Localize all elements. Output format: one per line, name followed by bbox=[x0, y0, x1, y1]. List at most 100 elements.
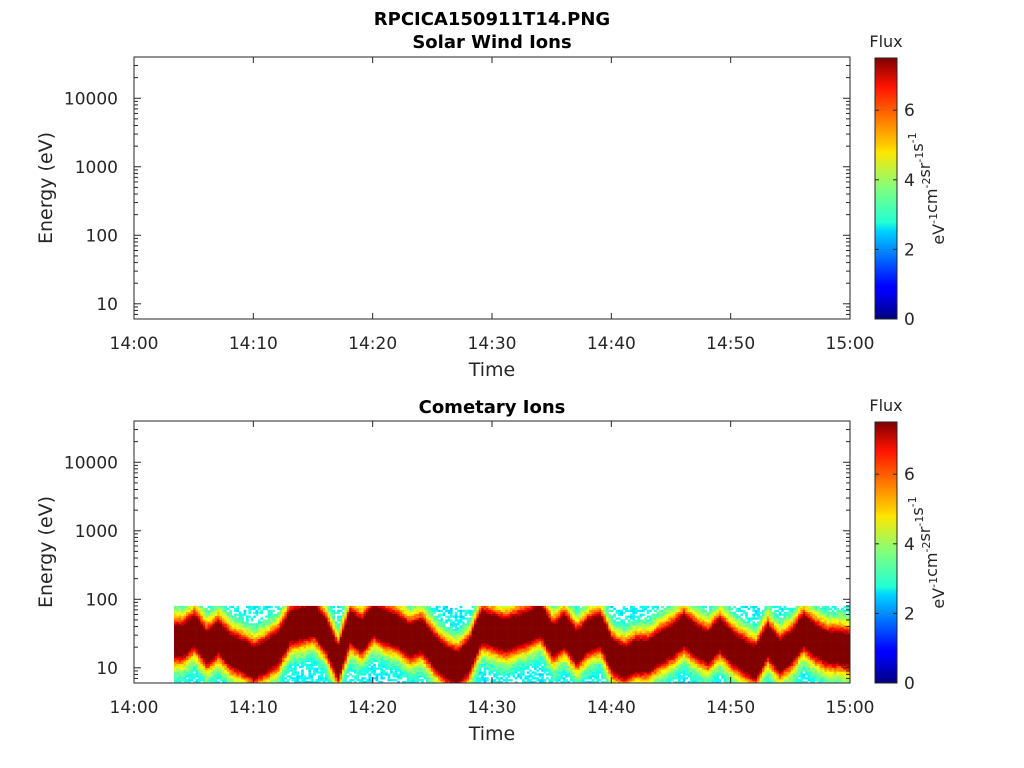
spectrogram-cell bbox=[200, 679, 204, 682]
spectrogram-cell bbox=[469, 679, 472, 682]
spectrogram-cell bbox=[190, 615, 194, 618]
spectrogram-cell bbox=[454, 650, 458, 653]
spectrogram-cell bbox=[188, 671, 192, 674]
spectrogram-cell bbox=[406, 648, 410, 651]
spectrogram-cell bbox=[406, 659, 410, 663]
spectrogram-cell bbox=[214, 619, 218, 622]
spectrogram-cell bbox=[437, 613, 441, 616]
spectrogram-cell bbox=[476, 648, 480, 651]
spectrogram-cell bbox=[310, 650, 314, 653]
spectrogram-cell bbox=[202, 640, 206, 643]
spectrogram-cell bbox=[454, 656, 458, 659]
spectrogram-cell bbox=[212, 615, 216, 618]
spectrogram-cell bbox=[481, 665, 484, 668]
spectrogram-cell bbox=[399, 617, 403, 620]
spectrogram-cell bbox=[459, 665, 463, 668]
spectrogram-cell bbox=[437, 654, 441, 657]
spectrogram-cell bbox=[176, 607, 180, 611]
spectrogram-cell bbox=[375, 619, 379, 622]
spectrogram-cell bbox=[413, 661, 417, 665]
spectrogram-cell bbox=[272, 654, 276, 657]
spectrogram-cell bbox=[394, 627, 398, 630]
spectrogram-cell bbox=[356, 650, 360, 653]
spectrogram-cell bbox=[315, 613, 319, 616]
spectrogram-cell bbox=[435, 630, 439, 634]
spectrogram-cell bbox=[250, 652, 254, 655]
spectrogram-cell bbox=[217, 630, 220, 634]
spectrogram-cell bbox=[428, 673, 432, 676]
spectrogram-cell bbox=[382, 629, 386, 632]
spectrogram-cell bbox=[303, 611, 307, 614]
spectrogram-cell bbox=[193, 611, 196, 614]
spectrogram-cell bbox=[219, 650, 223, 653]
spectrogram-cell bbox=[313, 619, 316, 622]
spectrogram-cell bbox=[310, 632, 314, 636]
spectrogram-cell bbox=[430, 667, 434, 670]
spectrogram-cell bbox=[320, 657, 324, 661]
spectrogram-cell bbox=[250, 607, 254, 611]
spectrogram-cell bbox=[430, 671, 434, 674]
spectrogram-cell bbox=[313, 609, 316, 613]
spectrogram-cell bbox=[327, 629, 331, 632]
spectrogram-cell bbox=[183, 669, 187, 672]
spectrogram-cell bbox=[195, 656, 199, 659]
spectrogram-cell bbox=[212, 619, 216, 622]
spectrogram-cell bbox=[370, 654, 374, 657]
spectrogram-cell bbox=[248, 665, 252, 668]
spectrogram-cell bbox=[440, 638, 444, 641]
spectrogram-cell bbox=[243, 665, 247, 668]
spectrogram-cell bbox=[389, 659, 393, 663]
spectrogram-cell bbox=[387, 605, 391, 609]
spectrogram-cell bbox=[397, 613, 400, 616]
spectrogram-cell bbox=[413, 665, 417, 668]
spectrogram-cell bbox=[325, 619, 328, 622]
spectrogram-cell bbox=[353, 636, 357, 639]
spectrogram-cell bbox=[466, 627, 470, 630]
spectrogram-cell bbox=[459, 650, 463, 653]
spectrogram-cell bbox=[308, 671, 312, 674]
spectrogram-cell bbox=[173, 671, 177, 674]
spectrogram-cell bbox=[310, 636, 314, 639]
spectrogram-cell bbox=[337, 619, 340, 622]
spectrogram-cell bbox=[245, 623, 249, 626]
spectrogram-cell bbox=[445, 605, 448, 609]
spectrogram-cell bbox=[241, 638, 244, 641]
spectrogram-cell bbox=[308, 648, 312, 651]
spectrogram-cell bbox=[368, 619, 372, 622]
spectrogram-cell bbox=[197, 629, 201, 632]
spectrogram-cell bbox=[298, 665, 302, 668]
spectrogram-cell bbox=[327, 679, 331, 682]
spectrogram-cell bbox=[193, 646, 196, 649]
spectrogram-cell bbox=[401, 634, 405, 638]
spectrogram-cell bbox=[409, 654, 412, 657]
spectrogram-cell bbox=[346, 640, 350, 643]
spectrogram-cell bbox=[325, 669, 328, 672]
spectrogram-cell bbox=[370, 619, 374, 622]
spectrogram-cell bbox=[413, 623, 417, 626]
spectrogram-cell bbox=[173, 663, 177, 666]
spectrogram-cell bbox=[185, 613, 189, 616]
spectrogram-cell bbox=[241, 673, 244, 676]
spectrogram-cell bbox=[265, 650, 268, 653]
spectrogram-cell bbox=[214, 648, 218, 651]
spectrogram-cell bbox=[238, 659, 242, 663]
spectrogram-cell bbox=[298, 636, 302, 639]
spectrogram-cell bbox=[277, 657, 280, 661]
spectrogram-cell bbox=[322, 650, 326, 653]
spectrogram-cell bbox=[425, 675, 429, 678]
spectrogram-cell bbox=[209, 636, 213, 639]
spectrogram-cell bbox=[236, 621, 240, 624]
spectrogram-cell bbox=[178, 617, 182, 620]
spectrogram-cell bbox=[289, 611, 292, 614]
spectrogram-cell bbox=[483, 654, 487, 657]
spectrogram-cell bbox=[190, 648, 194, 651]
spectrogram-cell bbox=[241, 650, 244, 653]
spectrogram-cell bbox=[459, 613, 463, 616]
spectrogram-cell bbox=[277, 605, 280, 609]
spectrogram-cell bbox=[334, 638, 338, 641]
spectrogram-cell bbox=[406, 656, 410, 659]
spectrogram-cell bbox=[483, 625, 487, 628]
spectrogram-cell bbox=[368, 659, 372, 663]
spectrogram-cell bbox=[224, 634, 228, 638]
spectrogram-cell bbox=[195, 640, 199, 643]
